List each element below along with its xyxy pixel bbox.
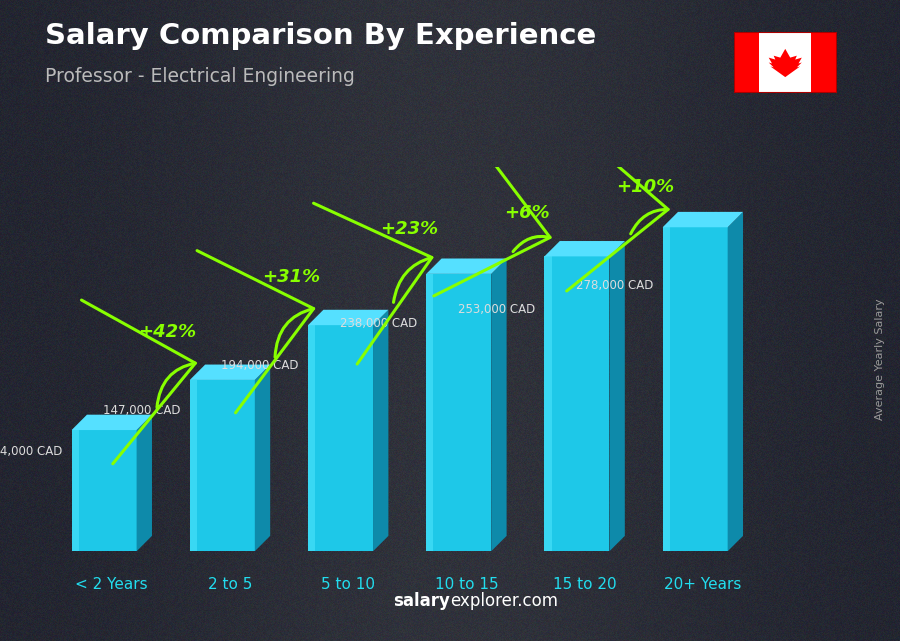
Text: Professor - Electrical Engineering: Professor - Electrical Engineering: [45, 67, 355, 87]
Bar: [760, 32, 811, 93]
FancyArrowPatch shape: [197, 251, 313, 413]
Text: +31%: +31%: [262, 269, 320, 287]
Text: 10 to 15: 10 to 15: [435, 577, 499, 592]
Text: Average Yearly Salary: Average Yearly Salary: [875, 298, 886, 420]
Polygon shape: [427, 258, 507, 274]
Text: 2 to 5: 2 to 5: [208, 577, 252, 592]
Text: +42%: +42%: [138, 323, 196, 341]
Text: 104,000 CAD: 104,000 CAD: [0, 445, 62, 458]
Polygon shape: [427, 274, 491, 551]
Text: 238,000 CAD: 238,000 CAD: [339, 317, 417, 330]
Polygon shape: [491, 258, 507, 551]
Bar: [811, 32, 837, 93]
Polygon shape: [427, 274, 433, 551]
Text: Salary Comparison By Experience: Salary Comparison By Experience: [45, 22, 596, 51]
FancyArrowPatch shape: [567, 124, 668, 291]
Text: 194,000 CAD: 194,000 CAD: [221, 360, 299, 372]
FancyArrowPatch shape: [313, 203, 432, 364]
Polygon shape: [308, 310, 389, 325]
Polygon shape: [662, 212, 743, 228]
Text: 5 to 10: 5 to 10: [321, 577, 375, 592]
Text: explorer.com: explorer.com: [450, 592, 558, 610]
Polygon shape: [72, 415, 152, 430]
Text: +10%: +10%: [616, 178, 675, 196]
Text: 15 to 20: 15 to 20: [553, 577, 617, 592]
Polygon shape: [728, 212, 743, 551]
Text: 147,000 CAD: 147,000 CAD: [103, 404, 180, 417]
Text: 278,000 CAD: 278,000 CAD: [576, 279, 653, 292]
Polygon shape: [373, 310, 389, 551]
Polygon shape: [190, 380, 197, 551]
Polygon shape: [662, 228, 728, 551]
Polygon shape: [308, 325, 315, 551]
Text: +23%: +23%: [380, 219, 438, 238]
Polygon shape: [544, 241, 625, 256]
Polygon shape: [609, 241, 625, 551]
Polygon shape: [190, 380, 255, 551]
FancyArrowPatch shape: [434, 133, 550, 296]
Text: < 2 Years: < 2 Years: [76, 577, 148, 592]
Polygon shape: [769, 49, 802, 77]
Polygon shape: [308, 325, 373, 551]
Text: salary: salary: [393, 592, 450, 610]
Polygon shape: [255, 365, 270, 551]
Polygon shape: [72, 430, 78, 551]
Bar: [734, 32, 760, 93]
Polygon shape: [544, 256, 609, 551]
Text: 253,000 CAD: 253,000 CAD: [458, 303, 535, 316]
Polygon shape: [544, 256, 552, 551]
FancyArrowPatch shape: [82, 300, 195, 464]
Text: +6%: +6%: [505, 204, 550, 222]
Polygon shape: [137, 415, 152, 551]
Text: 20+ Years: 20+ Years: [664, 577, 742, 592]
Polygon shape: [662, 228, 670, 551]
Polygon shape: [190, 365, 270, 380]
Polygon shape: [72, 430, 137, 551]
